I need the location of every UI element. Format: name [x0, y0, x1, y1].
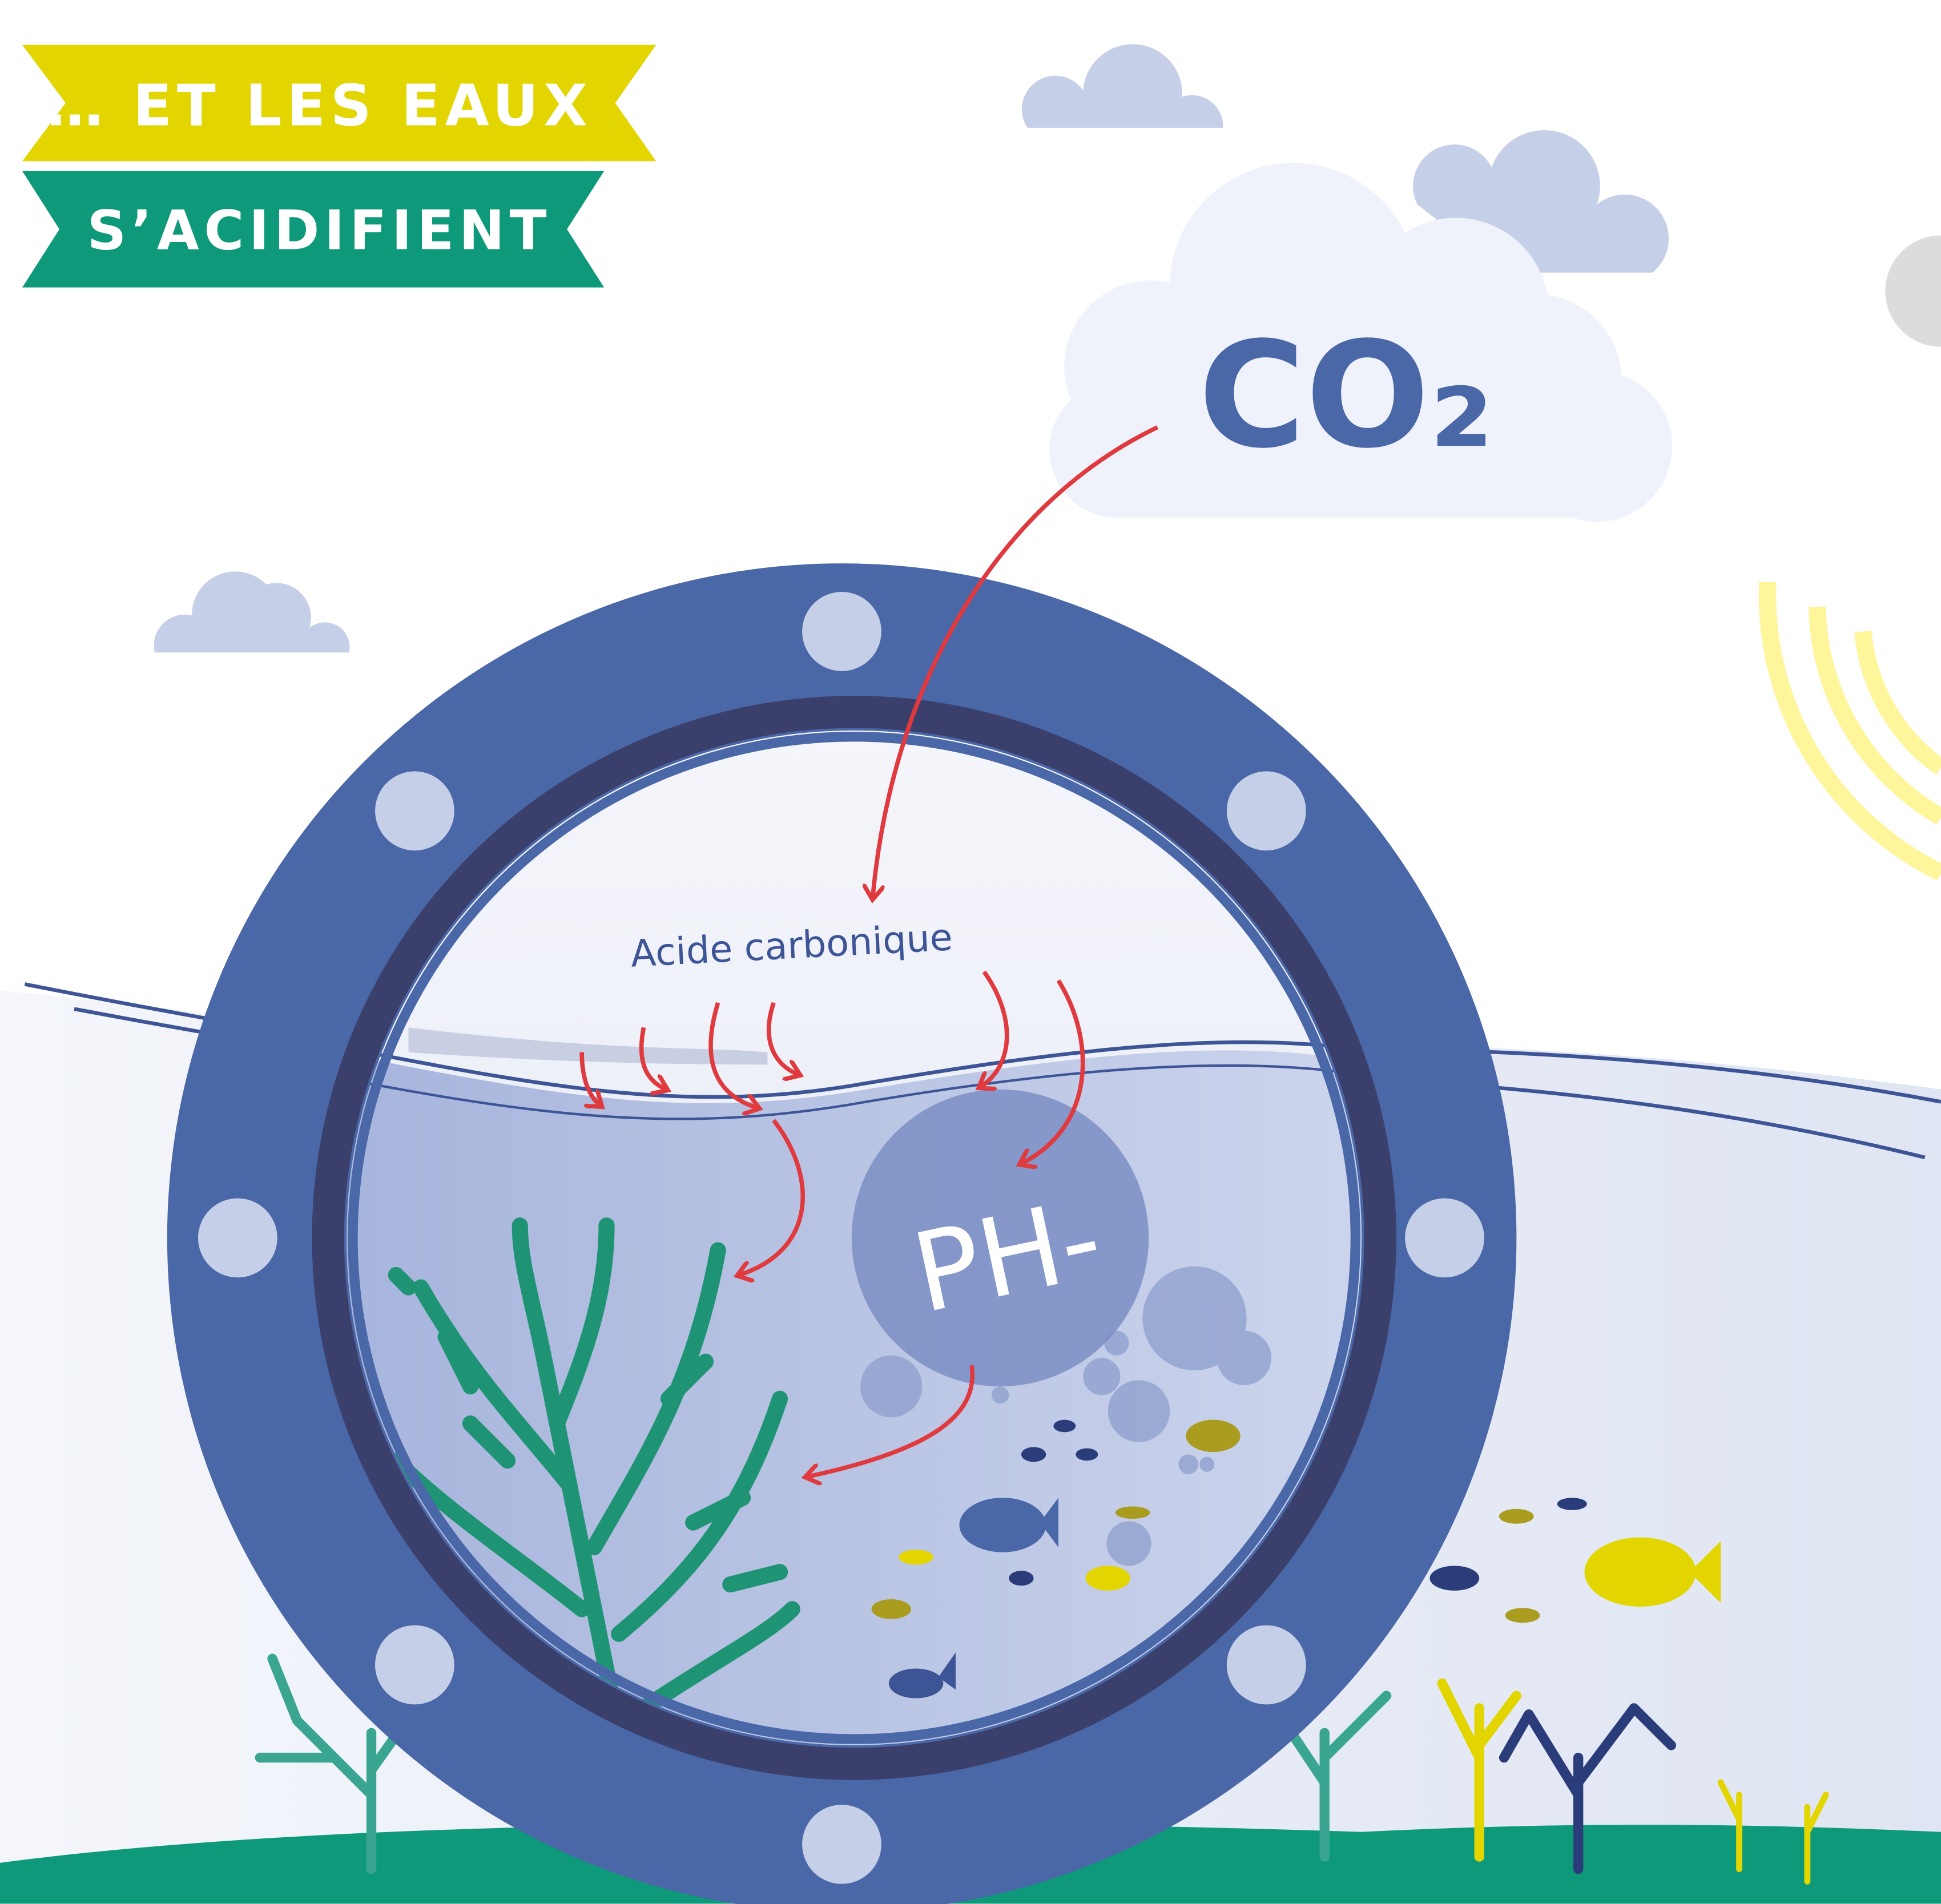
shape-ellipse: [899, 1550, 933, 1564]
shape-ellipse: [1557, 1498, 1587, 1510]
shape-ellipse: [1053, 1420, 1076, 1433]
shape-circle: [1217, 1331, 1271, 1385]
shape-ellipse: [1585, 1538, 1696, 1607]
shape-ellipse: [1021, 1447, 1046, 1462]
shape-ellipse: [959, 1498, 1046, 1552]
shape-ellipse: [1505, 1608, 1540, 1623]
shape-circle: [1083, 1358, 1120, 1395]
shape-ellipse: [1186, 1420, 1240, 1452]
shape-circle: [375, 1625, 454, 1705]
banner-line-1: … ET LES EAUX: [46, 72, 592, 139]
title-banner: … ET LES EAUX S’ACIDIFIENT: [22, 45, 656, 288]
shape-circle: [1227, 771, 1306, 850]
shape-ellipse: [1116, 1506, 1150, 1519]
shape-circle: [860, 1356, 922, 1417]
shape-circle: [375, 771, 454, 850]
shape-path: [1863, 631, 1941, 768]
shape-ellipse: [1499, 1509, 1534, 1524]
shape-circle: [992, 1386, 1009, 1403]
page: {"banner": {"line1": "… ET LES EAUX", "l…: [0, 0, 1941, 1904]
shape-path: [1022, 44, 1223, 128]
shape-ellipse: [889, 1668, 943, 1698]
illustration: CO₂: [0, 0, 1941, 1904]
shape-ellipse: [1076, 1449, 1098, 1461]
shape-ellipse: [1086, 1566, 1130, 1591]
shape-circle: [802, 1805, 881, 1884]
shape-circle: [1107, 1521, 1151, 1566]
shape-circle: [1405, 1199, 1484, 1278]
shape-circle: [1199, 1457, 1214, 1472]
shape-circle: [1108, 1380, 1170, 1442]
banner-line-2: S’ACIDIFIENT: [87, 199, 552, 262]
shape-ellipse: [872, 1599, 911, 1619]
sun-rays: [1767, 582, 1941, 873]
grey-shape: [1885, 236, 1941, 347]
ph-bubble: PH-: [852, 1090, 1149, 1386]
shape-circle: [802, 592, 881, 671]
co2-label: CO₂: [1198, 311, 1493, 481]
shape-circle: [1178, 1454, 1198, 1474]
shape-path: [154, 571, 350, 652]
shape-ellipse: [1429, 1566, 1479, 1591]
shape-circle: [1227, 1625, 1306, 1705]
shape-ellipse: [1009, 1571, 1033, 1586]
shape-circle: [198, 1199, 277, 1278]
